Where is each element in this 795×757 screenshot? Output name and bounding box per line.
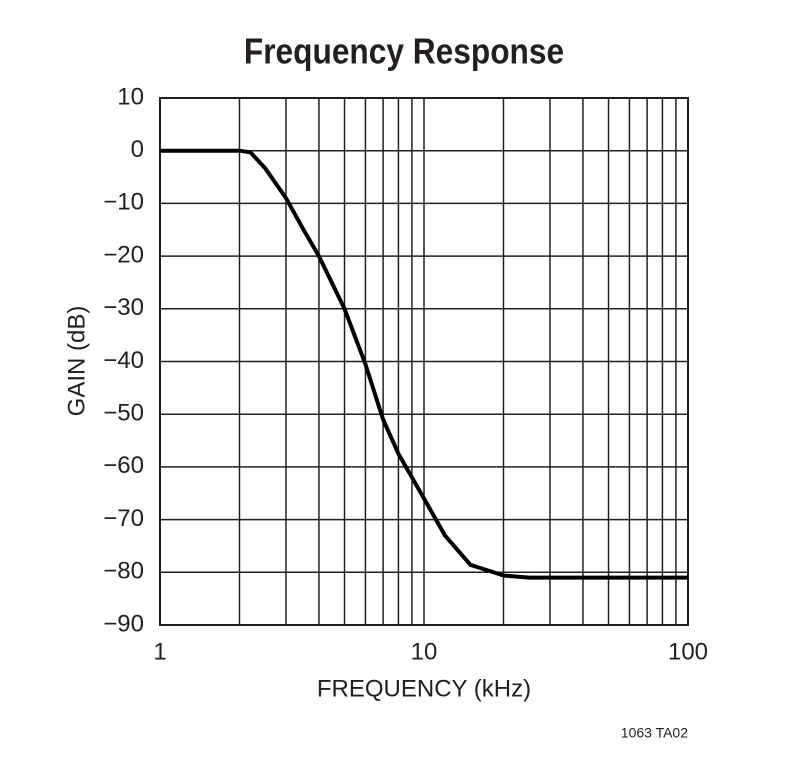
y-axis-label: GAIN (dB) xyxy=(63,306,90,417)
y-tick-label: −50 xyxy=(103,400,144,427)
y-tick-label: −90 xyxy=(103,610,144,637)
response-curve xyxy=(160,148,688,580)
x-tick-label: 100 xyxy=(668,638,708,665)
footnote: 1063 TA02 xyxy=(621,725,688,741)
y-tick-label: −80 xyxy=(103,558,144,585)
y-tick-label: −30 xyxy=(103,294,144,321)
y-tick-label: −60 xyxy=(103,452,144,479)
chart-title: Frequency Response xyxy=(244,32,564,72)
y-tick-label: −20 xyxy=(103,241,144,268)
x-axis-label: FREQUENCY (kHz) xyxy=(317,675,531,702)
y-tick-label: 10 xyxy=(117,83,144,110)
plot-frame xyxy=(159,97,689,626)
y-tick-label: −40 xyxy=(103,347,144,374)
x-tick-label: 1 xyxy=(153,638,166,665)
y-tick-label: −10 xyxy=(103,189,144,216)
x-tick-label: 10 xyxy=(411,638,438,665)
y-tick-label: −70 xyxy=(103,505,144,532)
y-tick-label: 0 xyxy=(131,136,144,163)
